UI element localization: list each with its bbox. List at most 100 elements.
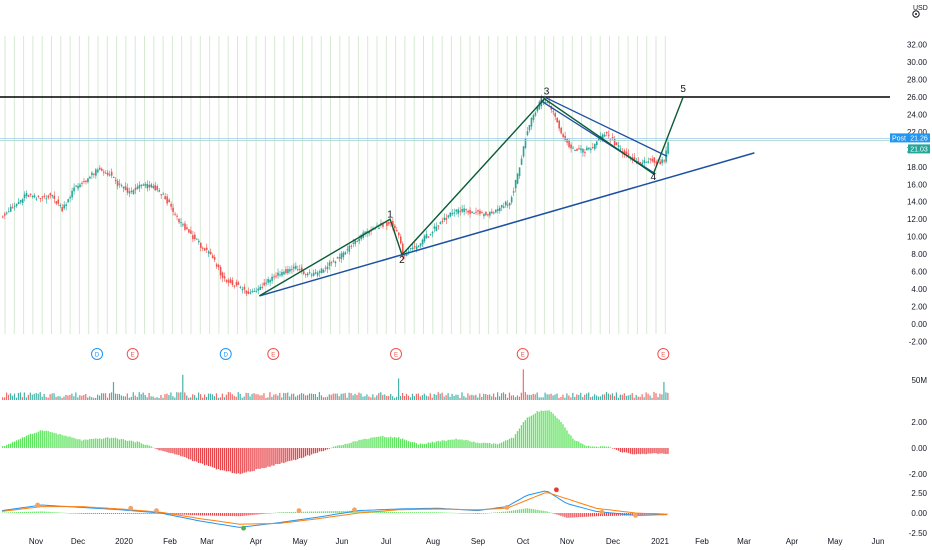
volume-bar [55, 396, 57, 400]
histogram-bar [617, 448, 620, 451]
histogram-bar [259, 448, 261, 469]
histogram-bar [267, 448, 269, 467]
histogram-bar [19, 438, 22, 448]
candle-body [308, 272, 311, 274]
macd-histogram-bar [108, 513, 111, 514]
macd-histogram-bar [43, 511, 45, 513]
event-marker-label: E [131, 353, 135, 359]
candle-body [483, 214, 485, 217]
macd-histogram-bar [99, 513, 101, 514]
macd-histogram-bar [75, 513, 77, 514]
event-marker-label: E [521, 353, 525, 359]
histogram-bar [53, 433, 55, 448]
time-tick-label: 2021 [651, 537, 669, 546]
macd-histogram-bar [29, 511, 31, 513]
histogram-bar [265, 448, 267, 468]
histogram-bar [667, 448, 669, 454]
macd-histogram-bar [394, 512, 396, 513]
histogram-bar [403, 439, 406, 448]
candle-body [421, 239, 424, 245]
macd-histogram-bar [89, 513, 91, 514]
volume-bar [495, 397, 497, 400]
histogram-bar [192, 448, 194, 462]
volume-bar [659, 393, 661, 400]
histogram-bar [556, 417, 558, 448]
macd-histogram-bar [572, 513, 574, 518]
price-tick-label: 6.00 [911, 268, 927, 277]
settings-icon[interactable] [912, 10, 920, 18]
candle-body [413, 246, 416, 248]
macd-histogram-bar [17, 512, 20, 513]
volume-tick-label: 50M [911, 376, 927, 385]
candle-body [186, 227, 188, 230]
wave-label: 2 [399, 255, 405, 266]
volume-bar [271, 396, 273, 400]
volume-bar [366, 394, 368, 400]
macd-histogram-bar [142, 513, 144, 514]
histogram-bar [370, 437, 372, 448]
volume-bar [451, 393, 453, 400]
volume-bar [308, 393, 311, 400]
candle-body [233, 285, 236, 287]
histogram-bar [302, 448, 305, 458]
macd-histogram-bar [35, 511, 37, 513]
oscillator-pane: 2.00 0.00 -2.00 [2, 410, 928, 479]
price-tick-label: 8.00 [911, 250, 927, 259]
histogram-bar [405, 440, 408, 448]
time-tick-label: Nov [29, 537, 43, 546]
histogram-bar [578, 441, 580, 448]
volume-bar [433, 394, 435, 400]
histogram-bar [344, 443, 346, 448]
macd-histogram-bar [518, 509, 520, 513]
histogram-bar [65, 435, 67, 448]
volume-bar [140, 394, 142, 400]
price-tick-label: 4.00 [911, 285, 927, 294]
macd-histogram-bar [221, 513, 223, 516]
histogram-bar [534, 413, 536, 448]
macd-histogram-bar [227, 513, 229, 516]
event-marker-label: E [271, 353, 275, 359]
macd-histogram-bar [251, 513, 253, 515]
volume-bar [85, 393, 87, 400]
volume-bar [554, 394, 556, 400]
volume-bar [542, 397, 544, 400]
candle-body [417, 245, 420, 248]
candle-body [203, 248, 206, 251]
event-marker-label: D [224, 353, 229, 359]
macd-histogram-bar [483, 513, 485, 514]
last-price-badge [908, 144, 930, 154]
macd-histogram-bar [413, 512, 416, 513]
volume-bar [459, 397, 461, 400]
volume-bar [576, 394, 578, 400]
volume-bar [196, 397, 198, 400]
volume-bar [346, 397, 348, 400]
macd-histogram-bar [427, 512, 429, 513]
macd-histogram-bar [112, 513, 115, 514]
candle-body [25, 193, 28, 197]
candle-body [518, 167, 521, 176]
volume-bar [415, 393, 418, 400]
volume-bar [239, 393, 241, 400]
histogram-bar [289, 448, 291, 461]
candle-body [594, 143, 596, 150]
volume-bar [306, 395, 309, 400]
candle-body [659, 161, 661, 165]
volume-bar [251, 393, 253, 400]
macd-histogram-bar [255, 513, 257, 515]
volume-bar [497, 392, 499, 400]
candle-body [584, 151, 586, 153]
volume-bar [524, 392, 526, 400]
candle-body [178, 218, 180, 223]
macd-histogram-bar [582, 513, 584, 517]
candle-body [134, 187, 137, 191]
macd-histogram-bar [330, 511, 332, 513]
histogram-bar [59, 433, 61, 448]
histogram-bar [334, 446, 336, 448]
candle-body [461, 209, 463, 212]
price-tick-label: 32.00 [907, 41, 928, 50]
volume-bar [388, 395, 390, 400]
histogram-bar [435, 441, 437, 448]
macd-histogram-bar [540, 510, 542, 513]
